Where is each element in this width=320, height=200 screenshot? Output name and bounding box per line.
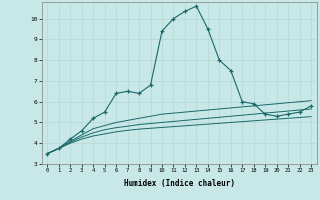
X-axis label: Humidex (Indice chaleur): Humidex (Indice chaleur) bbox=[124, 179, 235, 188]
